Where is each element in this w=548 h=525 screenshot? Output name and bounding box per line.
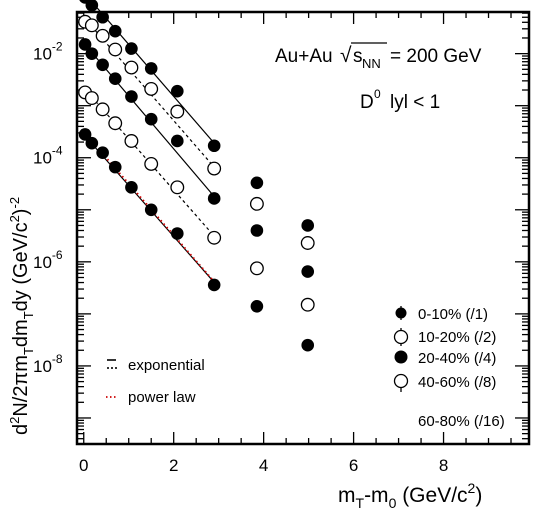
point-20-40-4 bbox=[207, 192, 221, 205]
x-tick-label: 2 bbox=[169, 456, 178, 475]
selection-rapidity: lyl < 1 bbox=[390, 92, 440, 113]
point-40-60-8 bbox=[249, 261, 264, 276]
title-system: Au+Au bbox=[275, 46, 333, 67]
legend-marker-20-40 bbox=[394, 350, 408, 364]
legend-power-law-label: power law bbox=[128, 389, 196, 406]
point-10-20-2 bbox=[108, 42, 123, 57]
point-20-40-4 bbox=[250, 224, 264, 237]
y-tick-label: 10-8 bbox=[33, 352, 63, 376]
point-20-40-4 bbox=[78, 38, 92, 51]
legend-60-80-label: 60-80% (/16) bbox=[418, 413, 505, 430]
centrality-legend: 0-10% (/1) 10-20% (/2) 20-40% (/4) 40-60… bbox=[393, 306, 505, 430]
point-60-80-16 bbox=[301, 338, 315, 352]
point-40-60-8 bbox=[95, 102, 110, 117]
point-20-40-4 bbox=[144, 112, 158, 126]
title-nn-subscript: NN bbox=[362, 56, 381, 71]
legend-exponential-label: exponential bbox=[128, 357, 205, 374]
point-0-10-1 bbox=[125, 42, 138, 55]
point-20-40-4 bbox=[108, 72, 122, 85]
point-40-60-8 bbox=[124, 134, 139, 148]
point-60-80-16 bbox=[78, 128, 92, 141]
point-40-60-8 bbox=[300, 297, 315, 312]
point-60-80-16 bbox=[250, 299, 264, 313]
selection-label: D 0 lyl < 1 bbox=[360, 87, 440, 113]
point-10-20-2 bbox=[300, 236, 315, 250]
title-sqrt-symbol: √ bbox=[340, 44, 352, 67]
point-0-10-1 bbox=[207, 139, 221, 153]
fit-line-10-20-2-exponential bbox=[83, 16, 217, 171]
point-10-20-2 bbox=[249, 196, 264, 211]
title-s: s bbox=[353, 46, 363, 67]
point-60-80-16 bbox=[125, 181, 138, 194]
legend-marker-10-20 bbox=[393, 329, 409, 345]
point-40-60-8 bbox=[144, 156, 159, 171]
point-20-40-4 bbox=[85, 47, 99, 60]
point-0-10-1 bbox=[250, 176, 264, 190]
point-60-80-16 bbox=[207, 278, 221, 292]
point-20-40-4 bbox=[125, 90, 138, 103]
legend-marker-40-60 bbox=[393, 373, 409, 389]
point-40-60-8 bbox=[207, 230, 222, 245]
axis-ticks: 0 2 4 6 8 10-8 10-6 10-4 10-2 bbox=[33, 12, 529, 475]
point-0-10-1 bbox=[144, 62, 158, 75]
legend-10-20-label: 10-20% (/2) bbox=[418, 329, 496, 346]
fit-lines bbox=[82, 0, 218, 286]
svg-text:d2N/2πmTdmTdy (GeV/c2)-2: d2N/2πmTdmTdy (GeV/c2)-2 bbox=[7, 197, 36, 435]
point-60-80-16 bbox=[170, 227, 184, 240]
point-10-20-2 bbox=[95, 28, 110, 43]
point-10-20-2 bbox=[124, 60, 139, 75]
point-10-20-2 bbox=[144, 81, 159, 96]
y-tick-label: 10-4 bbox=[33, 144, 63, 168]
legend-40-60-label: 40-60% (/8) bbox=[418, 374, 496, 391]
fit-legend: exponential power law bbox=[106, 357, 205, 406]
point-20-40-4 bbox=[301, 265, 315, 278]
x-tick-label: 0 bbox=[79, 456, 88, 475]
plot-frame bbox=[75, 10, 531, 446]
legend-20-40-label: 20-40% (/4) bbox=[418, 350, 496, 367]
point-60-80-16 bbox=[108, 160, 122, 174]
system-label: Au+Au √ s NN = 200 GeV bbox=[275, 42, 482, 71]
point-10-20-2 bbox=[207, 161, 222, 176]
data-points bbox=[78, 0, 315, 352]
svg-text:mT-m0 (GeV/c2): mT-m0 (GeV/c2) bbox=[338, 480, 482, 511]
x-tick-label: 6 bbox=[349, 456, 358, 475]
x-tick-label: 4 bbox=[259, 456, 268, 475]
point-10-20-2 bbox=[170, 104, 185, 119]
point-0-10-1 bbox=[85, 0, 99, 12]
legend-0-10-label: 0-10% (/1) bbox=[418, 306, 488, 323]
point-20-40-4 bbox=[170, 134, 184, 148]
point-60-80-16 bbox=[85, 136, 99, 150]
legend-marker-0-10 bbox=[395, 307, 407, 319]
point-0-10-1 bbox=[170, 84, 184, 98]
point-40-60-8 bbox=[170, 180, 185, 195]
point-0-10-1 bbox=[108, 24, 122, 38]
selection-meson: D bbox=[360, 92, 374, 113]
y-axis-title: d2N/2πmTdmTdy (GeV/c2)-2 bbox=[7, 197, 36, 435]
point-10-20-2 bbox=[84, 18, 99, 33]
point-0-10-1 bbox=[301, 219, 315, 232]
point-60-80-16 bbox=[96, 146, 109, 159]
y-tick-label: 10-6 bbox=[33, 248, 63, 272]
title-energy: = 200 GeV bbox=[390, 46, 482, 67]
point-20-40-4 bbox=[96, 58, 109, 72]
point-0-10-1 bbox=[96, 10, 109, 24]
point-40-60-8 bbox=[108, 116, 123, 131]
point-60-80-16 bbox=[144, 203, 158, 217]
y-tick-label: 10-2 bbox=[33, 40, 63, 64]
x-axis-title: mT-m0 (GeV/c2) bbox=[338, 480, 482, 511]
selection-superscript: 0 bbox=[374, 87, 381, 101]
point-40-60-8 bbox=[84, 91, 99, 106]
x-tick-label: 8 bbox=[439, 456, 448, 475]
